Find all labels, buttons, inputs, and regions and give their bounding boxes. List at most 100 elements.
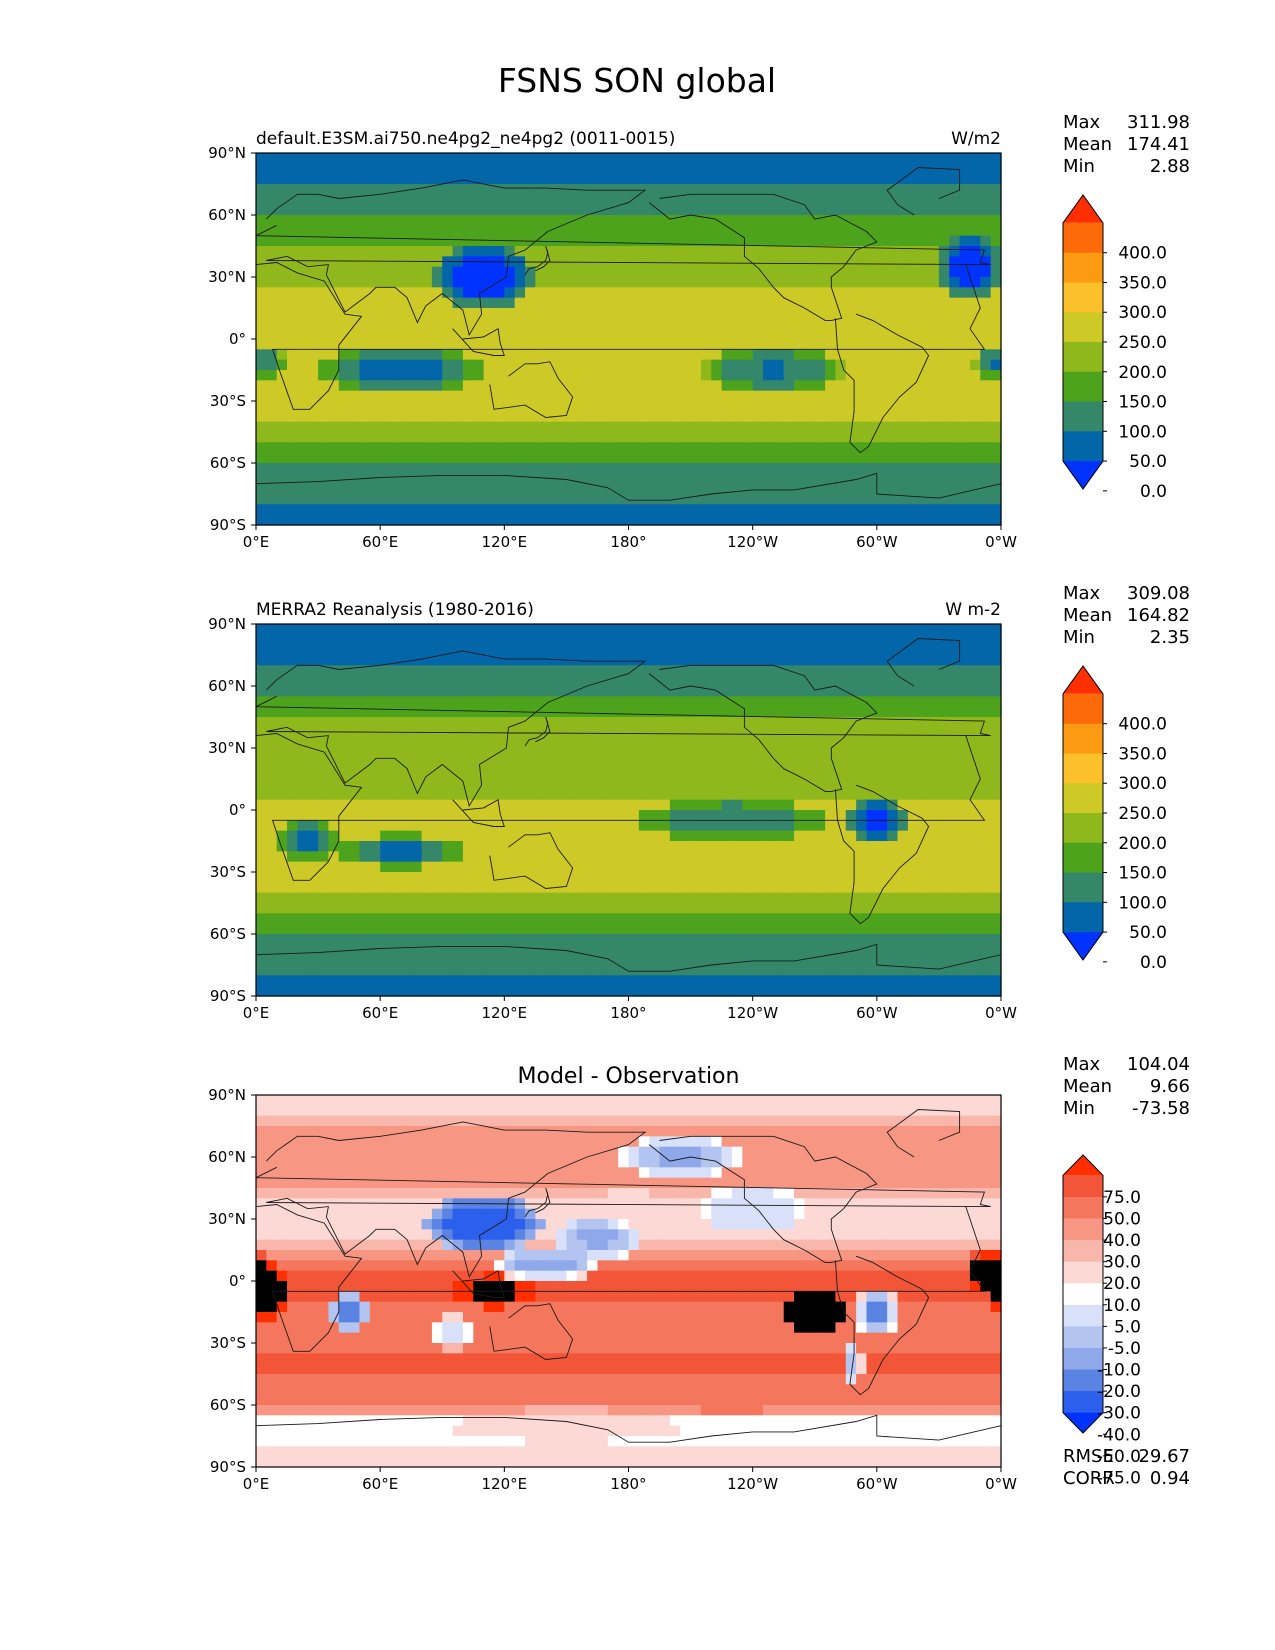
field-cell [390, 634, 402, 646]
field-cell [607, 830, 619, 842]
field-cell [411, 789, 423, 801]
field-cell [866, 624, 878, 635]
field-cell [773, 675, 785, 687]
field-cell [514, 686, 526, 697]
field-cell [328, 432, 340, 443]
field-cell [338, 841, 350, 852]
field-cell [897, 390, 909, 402]
field-cell [400, 504, 412, 516]
field-cell [576, 634, 588, 646]
field-cell [928, 173, 940, 185]
field-cell [318, 473, 330, 485]
field-cell [504, 411, 516, 423]
field-cell [814, 624, 826, 635]
field-cell [473, 390, 485, 402]
field-cell [814, 390, 826, 402]
field-cell [804, 779, 816, 790]
field-cell [814, 204, 826, 216]
field-cell [462, 624, 474, 635]
field-cell [400, 246, 412, 257]
field-cell [421, 644, 433, 656]
field-cell [338, 370, 350, 381]
field-cell [700, 349, 712, 361]
field-cell [866, 452, 878, 464]
field-cell [969, 463, 981, 474]
field-cell [369, 624, 381, 635]
field-cell [504, 215, 516, 226]
field-cell [680, 892, 692, 904]
field-cell [556, 328, 568, 340]
field-cell [866, 872, 878, 883]
field-cell [431, 882, 443, 894]
field-cell [400, 194, 412, 206]
field-cell [380, 359, 392, 371]
field-cell [525, 944, 536, 956]
field-cell [607, 297, 619, 309]
field-cell [276, 655, 288, 666]
field-cell [731, 225, 743, 237]
field-cell [421, 153, 433, 164]
field-cell [649, 359, 661, 371]
field-cell [369, 339, 381, 350]
field-cell [825, 903, 837, 914]
field-cell [638, 463, 650, 474]
field-cell [876, 463, 888, 474]
field-cell [731, 799, 743, 811]
field-cell [462, 266, 474, 278]
field-cell [638, 442, 650, 454]
field-cell [949, 624, 961, 635]
field-cell [628, 401, 640, 412]
field-cell [431, 675, 443, 687]
field-cell [556, 820, 568, 832]
field-cell [576, 308, 588, 319]
field-cell [949, 483, 961, 495]
field-cell [659, 665, 671, 677]
field-cell [597, 215, 609, 226]
field-cell [411, 235, 423, 247]
field-cell [431, 194, 443, 206]
field-cell [690, 215, 702, 226]
field-cell [359, 339, 371, 350]
field-cell [918, 494, 930, 505]
field-cell [690, 163, 702, 175]
field-cell [773, 696, 785, 708]
field-cell [297, 665, 309, 677]
field-cell [556, 514, 568, 526]
field-cell [421, 194, 433, 206]
field-cell [866, 204, 878, 216]
field-cell [690, 308, 702, 319]
field-cell [525, 349, 536, 361]
field-cell [349, 768, 361, 780]
field-cell [400, 696, 412, 708]
field-cell [338, 768, 350, 780]
field-cell [307, 748, 319, 759]
field-cell [597, 768, 609, 780]
field-cell [390, 644, 402, 656]
field-cell [669, 349, 681, 361]
field-cell [897, 768, 909, 780]
field-cell [400, 706, 412, 718]
field-cell [907, 779, 919, 790]
field-cell [576, 411, 588, 423]
field-cell [763, 452, 774, 464]
field-cell [442, 349, 454, 361]
field-cell [545, 861, 557, 873]
field-cell [752, 913, 764, 925]
field-cell [907, 390, 919, 402]
field-cell [928, 779, 940, 790]
field-cell [535, 944, 547, 956]
field-cell [266, 923, 278, 935]
field-cell [638, 789, 650, 801]
field-cell [907, 432, 919, 443]
field-cell [493, 225, 505, 237]
field-cell [525, 903, 536, 914]
field-cell [431, 768, 443, 780]
field-cell [794, 934, 806, 945]
field-cell [628, 810, 640, 821]
field-cell [328, 892, 340, 904]
field-cell [711, 810, 723, 821]
field-cell [969, 504, 981, 516]
field-cell [794, 727, 806, 739]
field-cell [431, 717, 443, 728]
field-cell [431, 277, 443, 288]
